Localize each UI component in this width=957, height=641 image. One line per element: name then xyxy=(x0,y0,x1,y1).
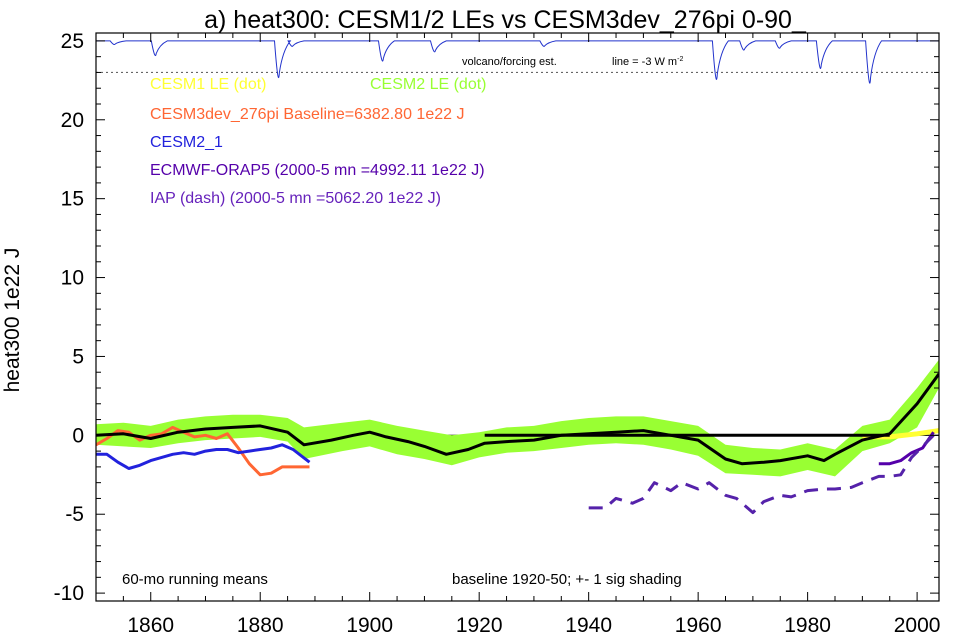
series-cesm2-le-mean xyxy=(96,372,939,466)
line-note-superscript: -2 xyxy=(677,56,683,63)
series-ecmwf-orap5 xyxy=(878,431,935,466)
x-tick-label-1980: 1980 xyxy=(784,614,831,637)
axes: 1860 1880 1900 1920 1940 1960 1980 2000 -10 -5 0 5 1… xyxy=(54,30,941,637)
x-tick-label-1940: 1940 xyxy=(565,614,612,637)
y-tick-label-5: 5 xyxy=(72,345,84,368)
series-iap-dash xyxy=(588,434,935,515)
y-tick-label--5: -5 xyxy=(65,503,84,526)
y-tick-label-15: 15 xyxy=(61,188,84,211)
series-volcano-forcing-est xyxy=(96,40,939,84)
legend-entry-cesm1-le: CESM1 LE (dot) xyxy=(150,76,266,93)
y-tick-label-10: 10 xyxy=(61,267,84,290)
y-tick-label-25: 25 xyxy=(61,30,84,53)
legend-entry-iap: IAP (dash) (2000-5 mn =5062.20 1e22 J) xyxy=(150,190,441,207)
legend-entry-cesm2-1: CESM2_1 xyxy=(150,134,223,151)
x-tick-label-1960: 1960 xyxy=(675,614,722,637)
line-note-annotation: line = -3 W m-2 xyxy=(612,56,683,68)
line-note-text: line = -3 W m xyxy=(612,56,677,68)
plot-area xyxy=(96,40,939,515)
plot-series xyxy=(96,40,939,515)
legend-entry-cesm2-le: CESM2 LE (dot) xyxy=(370,76,486,93)
plot-frame xyxy=(95,32,940,602)
annotations: volcano/forcing est. line = -3 W m-2 60-… xyxy=(122,56,683,588)
legend: CESM1 LE (dot) CESM2 LE (dot) CESM3dev_2… xyxy=(150,76,486,207)
x-tick-label-2000: 2000 xyxy=(894,614,941,637)
legend-entry-cesm3dev: CESM3dev_276pi Baseline=6382.80 1e22 J xyxy=(150,106,464,123)
volcano-annotation: volcano/forcing est. xyxy=(462,56,557,68)
running-means-annotation: 60-mo running means xyxy=(122,571,268,588)
y-tick-label-20: 20 xyxy=(61,109,84,132)
y-tick-label-0: 0 xyxy=(72,424,84,447)
x-tick-label-1920: 1920 xyxy=(456,614,503,637)
x-tick-label-1880: 1880 xyxy=(237,614,284,637)
y-tick-label--10: -10 xyxy=(54,582,84,605)
x-tick-label-1900: 1900 xyxy=(346,614,393,637)
baseline-annotation: baseline 1920-50; +- 1 sig shading xyxy=(452,571,682,588)
y-axis-label: heat300 1e22 J xyxy=(1,248,24,393)
series-cesm2-le-dot-band xyxy=(96,359,939,477)
series-cesm3dev-276pi xyxy=(96,425,310,477)
legend-entry-ecmwf-orap5: ECMWF-ORAP5 (2000-5 mn =4992.11 1e22 J) xyxy=(150,162,485,179)
chart-title: a) heat300: CESM1/2 LEs vs CESM3dev_276p… xyxy=(204,6,807,34)
x-tick-label-1860: 1860 xyxy=(127,614,174,637)
series-cesm2-1 xyxy=(96,443,311,470)
